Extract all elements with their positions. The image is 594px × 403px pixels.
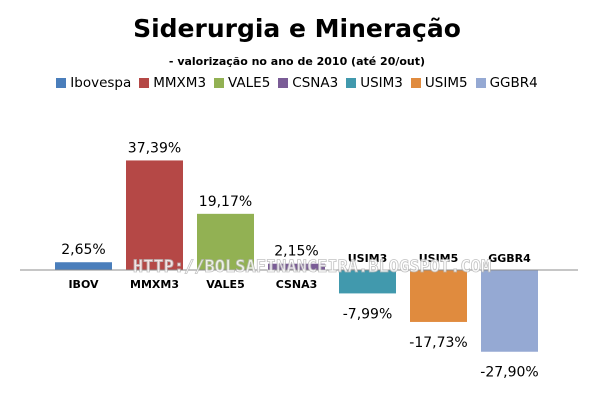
legend-swatch — [410, 78, 421, 88]
bar-vale5 — [197, 213, 254, 270]
legend-swatch — [139, 78, 150, 88]
legend-item-csna3: CSNA3 — [278, 75, 338, 91]
legend-label: USIM5 — [424, 75, 468, 91]
bar-ibov — [55, 262, 112, 270]
bar-usim5 — [410, 270, 467, 322]
chart-title: Siderurgia e Mineração — [133, 14, 461, 43]
category-label-mmxm3: MMXM3 — [130, 278, 179, 291]
legend-label: USIM3 — [360, 75, 403, 91]
data-label-ibov: 2,65% — [61, 242, 105, 258]
legend-label: GGBR4 — [489, 75, 538, 91]
legend-label: Ibovespa — [70, 75, 132, 91]
legend-swatch — [346, 78, 357, 88]
category-label-ibov: IBOV — [68, 278, 99, 291]
data-label-mmxm3: 37,39% — [128, 140, 181, 156]
legend-swatch — [214, 78, 225, 88]
data-label-usim3: -7,99% — [343, 306, 393, 322]
legend-swatch — [56, 78, 67, 88]
legend-item-usim3: USIM3 — [346, 75, 403, 91]
legend-item-vale5: VALE5 — [214, 75, 270, 91]
legend-item-ibovespa: Ibovespa — [56, 75, 131, 91]
category-label-csna3: CSNA3 — [276, 278, 318, 291]
legend-item-ggbr4: GGBR4 — [475, 75, 538, 91]
chart-subtitle: - valorização no ano de 2010 (até 20/out… — [168, 55, 426, 68]
legend-item-usim5: USIM5 — [410, 75, 468, 91]
legend-swatch — [278, 78, 289, 88]
category-label-ggbr4: GGBR4 — [488, 252, 531, 265]
legend-label: CSNA3 — [292, 75, 339, 91]
bar-csna3 — [268, 263, 325, 270]
watermark-text: HTTP://BOLSAFINANCEIRA.BLOGSPOT.COM — [133, 257, 491, 277]
data-label-vale5: 19,17% — [199, 194, 252, 210]
category-label-usim3: USIM3 — [348, 252, 388, 265]
legend: Ibovespa MMXM3 VALE5 CSNA3 USIM3 USIM5 GGBR4 — [0, 75, 594, 91]
legend-item-mmxm3: MMXM3 — [139, 75, 206, 91]
legend-label: VALE5 — [228, 75, 271, 91]
legend-swatch — [475, 78, 486, 88]
category-label-vale5: VALE5 — [206, 278, 244, 291]
bar-ggbr4 — [481, 270, 538, 352]
data-label-csna3: 2,15% — [274, 244, 318, 260]
data-label-ggbr4: -27,90% — [480, 365, 538, 381]
bar-mmxm3 — [126, 160, 183, 270]
legend-label: MMXM3 — [153, 75, 207, 91]
data-label-usim5: -17,73% — [409, 335, 467, 351]
bar-usim3 — [339, 270, 396, 294]
category-label-usim5: USIM5 — [419, 252, 459, 265]
